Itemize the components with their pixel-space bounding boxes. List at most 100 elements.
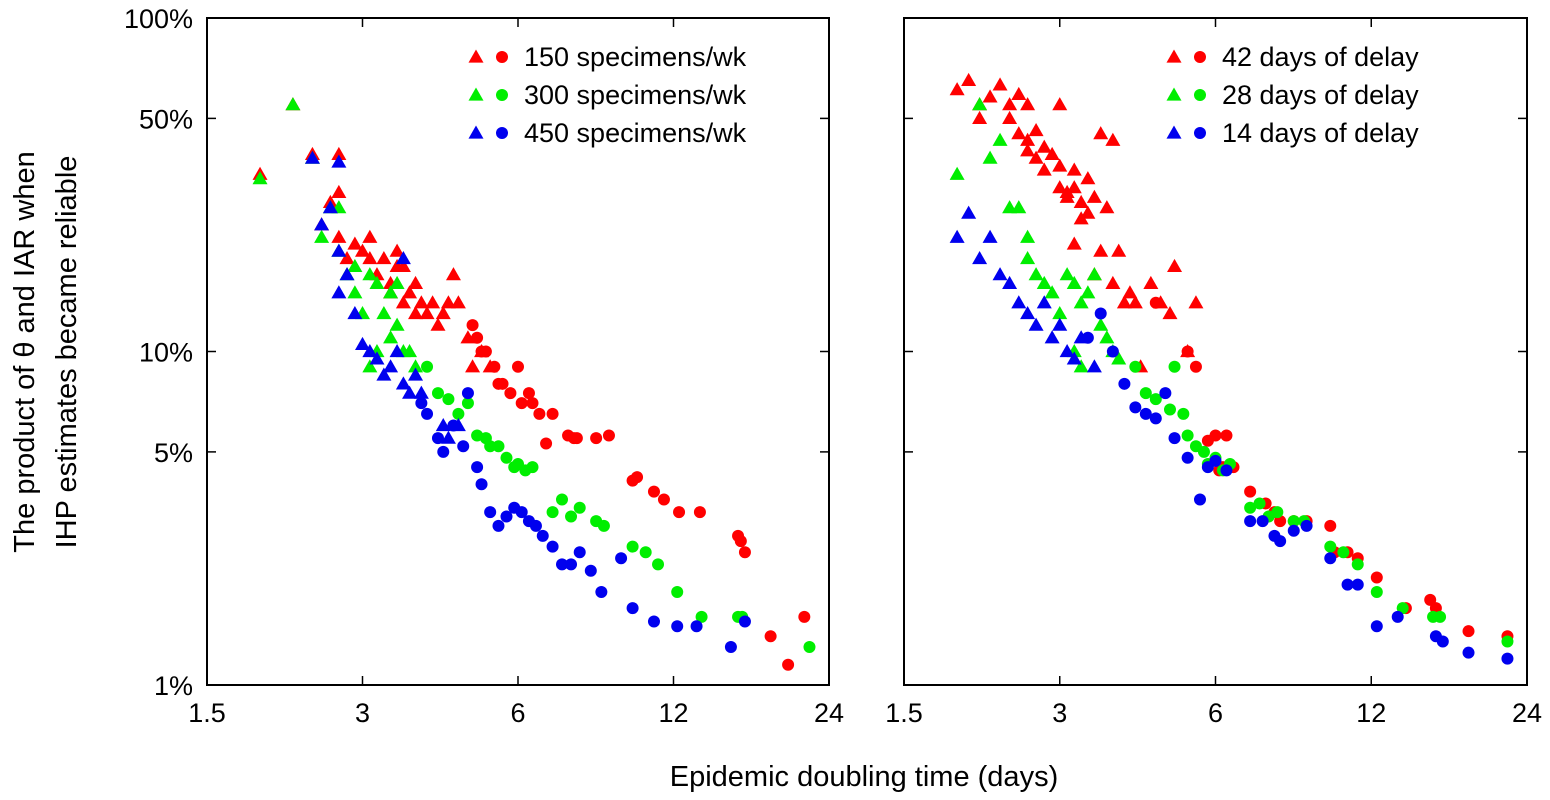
circle-point bbox=[536, 529, 549, 542]
circle-point bbox=[573, 501, 586, 514]
triangle-point bbox=[1028, 150, 1044, 164]
triangle-point bbox=[1073, 359, 1089, 373]
triangle-point bbox=[395, 251, 411, 265]
triangle-point bbox=[1093, 126, 1109, 140]
circle-point bbox=[1129, 401, 1142, 414]
circle-point bbox=[1300, 519, 1313, 532]
circle-point bbox=[1149, 412, 1162, 425]
circle-point bbox=[1324, 552, 1337, 565]
triangle-point bbox=[982, 229, 998, 243]
circle-point bbox=[515, 506, 528, 519]
triangle-point bbox=[1020, 143, 1036, 157]
circle-point bbox=[734, 535, 747, 548]
legend-triangle bbox=[1166, 125, 1182, 139]
triangle-point bbox=[1167, 258, 1183, 272]
triangle-point bbox=[1036, 162, 1052, 176]
circle-point bbox=[415, 397, 428, 410]
circle-point bbox=[555, 558, 568, 571]
circle-point bbox=[798, 610, 811, 623]
legend-circle bbox=[1194, 127, 1206, 139]
triangle-point bbox=[1073, 194, 1089, 208]
triangle-point bbox=[389, 243, 405, 257]
triangle-point bbox=[314, 217, 330, 231]
legend-label: 450 specimens/wk bbox=[524, 118, 747, 148]
triangle-point bbox=[1002, 110, 1018, 125]
x-tick-label: 6 bbox=[510, 698, 525, 728]
x-tick-label: 24 bbox=[1512, 698, 1542, 728]
circle-point bbox=[1081, 331, 1094, 344]
triangle-point bbox=[949, 82, 965, 96]
triangle-point bbox=[992, 267, 1008, 281]
circle-point bbox=[1256, 515, 1269, 528]
x-tick-label: 1.5 bbox=[188, 698, 226, 728]
triangle-point bbox=[355, 243, 370, 257]
circle-point bbox=[738, 546, 751, 559]
triangle-point bbox=[1066, 236, 1082, 250]
triangle-point bbox=[1080, 205, 1096, 219]
circle-point bbox=[631, 471, 644, 484]
x-tick-label: 1.5 bbox=[885, 698, 923, 728]
triangle-point bbox=[331, 243, 347, 257]
circle-point bbox=[1396, 602, 1409, 615]
triangle-point bbox=[376, 251, 392, 265]
triangle-point bbox=[445, 267, 461, 281]
x-tick-label: 3 bbox=[355, 698, 370, 728]
triangle-point bbox=[1066, 275, 1082, 290]
legend-label: 150 specimens/wk bbox=[524, 42, 747, 72]
circle-point bbox=[1436, 635, 1449, 648]
triangle-point bbox=[331, 285, 347, 299]
circle-point bbox=[522, 387, 535, 400]
triangle-point bbox=[331, 184, 347, 199]
triangle-point bbox=[339, 251, 355, 265]
triangle-point bbox=[402, 344, 418, 358]
circle-point bbox=[479, 345, 492, 358]
circle-point bbox=[447, 419, 460, 432]
triangle-point bbox=[435, 417, 451, 432]
circle-point bbox=[484, 440, 497, 453]
x-tick-label: 3 bbox=[1052, 698, 1067, 728]
circle-point bbox=[431, 432, 444, 445]
triangle-point bbox=[440, 430, 456, 444]
triangle-point bbox=[1080, 171, 1096, 185]
legend-triangle bbox=[468, 125, 484, 139]
legend-circle bbox=[496, 89, 508, 101]
triangle-point bbox=[1052, 180, 1068, 194]
triangle-point bbox=[369, 351, 385, 365]
circle-point bbox=[671, 586, 684, 599]
x-tick-label: 12 bbox=[1356, 698, 1386, 728]
circle-point bbox=[1274, 535, 1287, 548]
circle-point bbox=[1209, 429, 1222, 442]
triangle-point bbox=[1028, 122, 1044, 137]
circle-point bbox=[471, 331, 484, 344]
circle-point bbox=[496, 377, 509, 390]
triangle-point bbox=[1036, 295, 1052, 309]
circle-point bbox=[1193, 493, 1206, 506]
x-tick-label: 12 bbox=[658, 698, 688, 728]
circle-point bbox=[500, 510, 513, 523]
triangle-point bbox=[1011, 86, 1027, 101]
circle-point bbox=[1324, 519, 1337, 532]
triangle-point bbox=[1011, 295, 1027, 309]
triangle-point bbox=[389, 317, 405, 331]
triangle-point bbox=[1127, 295, 1143, 309]
triangle-point bbox=[1080, 285, 1096, 299]
circle-point bbox=[1462, 625, 1475, 638]
triangle-point bbox=[1052, 317, 1068, 331]
circle-point bbox=[584, 564, 597, 577]
triangle-point bbox=[1105, 132, 1121, 146]
triangle-point bbox=[304, 150, 320, 164]
circle-point bbox=[1253, 497, 1266, 510]
triangle-point bbox=[1066, 162, 1082, 176]
triangle-point bbox=[395, 376, 411, 390]
circle-point bbox=[724, 640, 737, 653]
triangle-point bbox=[322, 200, 338, 214]
circle-point bbox=[1501, 635, 1514, 648]
triangle-point bbox=[402, 385, 418, 399]
circle-point bbox=[1159, 387, 1172, 400]
triangle-point bbox=[362, 359, 378, 373]
triangle-point bbox=[347, 285, 363, 299]
triangle-point bbox=[1105, 275, 1121, 290]
triangle-point bbox=[376, 367, 392, 381]
circle-point bbox=[1501, 652, 1514, 665]
circle-point bbox=[652, 558, 665, 571]
